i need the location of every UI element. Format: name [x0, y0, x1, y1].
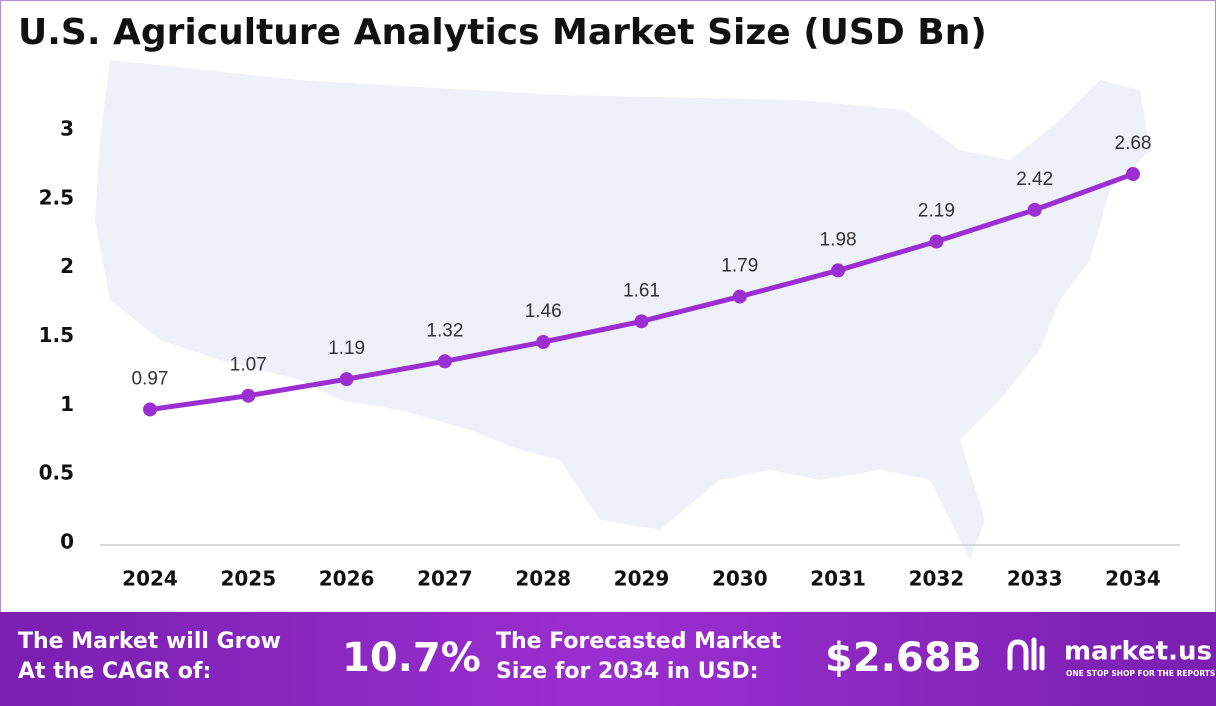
- y-tick-label: 1: [60, 392, 74, 416]
- data-label: 0.97: [132, 368, 169, 389]
- data-label: 1.46: [525, 301, 562, 322]
- y-tick-label: 1.5: [39, 323, 74, 347]
- data-label: 1.98: [820, 229, 857, 250]
- data-label: 1.79: [721, 256, 758, 277]
- footer-text: At the CAGR of:: [18, 659, 211, 684]
- chart-title: U.S. Agriculture Analytics Market Size (…: [18, 12, 987, 53]
- forecast-value: $2.68B: [825, 635, 982, 681]
- footer-band: [0, 612, 1216, 706]
- point: [241, 388, 256, 403]
- x-tick-label: 2030: [712, 567, 768, 591]
- x-tick-label: 2027: [417, 567, 473, 591]
- data-label: 1.61: [623, 280, 660, 301]
- point: [929, 234, 944, 249]
- data-label: 2.19: [918, 201, 955, 222]
- point: [634, 314, 649, 329]
- x-tick-label: 2028: [515, 567, 571, 591]
- cagr-value: 10.7%: [342, 635, 481, 681]
- data-label: 1.32: [426, 320, 463, 341]
- data-label: 2.42: [1016, 169, 1053, 190]
- y-tick-label: 2: [60, 254, 74, 278]
- x-tick-label: 2032: [909, 567, 965, 591]
- point: [536, 335, 551, 350]
- footer-text: The Market will Grow: [18, 629, 281, 654]
- x-tick-label: 2031: [810, 567, 866, 591]
- data-label: 2.68: [1115, 133, 1152, 154]
- x-tick-label: 2026: [319, 567, 375, 591]
- y-tick-label: 0: [60, 530, 74, 554]
- x-tick-label: 2024: [122, 567, 178, 591]
- point: [1027, 202, 1042, 217]
- point: [732, 289, 747, 304]
- point: [143, 402, 157, 417]
- point: [831, 263, 846, 278]
- footer-text: Size for 2034 in USD:: [496, 659, 759, 684]
- logo-text: market.us: [1064, 637, 1212, 667]
- data-label: 1.07: [230, 355, 267, 376]
- logo-tagline: ONE STOP SHOP FOR THE REPORTS: [1066, 669, 1215, 678]
- x-tick-label: 2033: [1007, 567, 1063, 591]
- map-background: [95, 60, 1150, 560]
- logo-icon: [1007, 637, 1045, 671]
- y-tick-label: 3: [60, 117, 74, 141]
- x-tick-label: 2025: [220, 567, 276, 591]
- point: [437, 354, 452, 369]
- footer-text: The Forecasted Market: [496, 629, 782, 654]
- y-tick-label: 2.5: [39, 185, 74, 209]
- y-tick-label: 0.5: [39, 461, 74, 485]
- point: [1126, 167, 1140, 182]
- x-tick-label: 2029: [614, 567, 670, 591]
- x-tick-label: 2034: [1105, 567, 1161, 591]
- point: [339, 372, 354, 387]
- data-label: 1.19: [328, 338, 365, 359]
